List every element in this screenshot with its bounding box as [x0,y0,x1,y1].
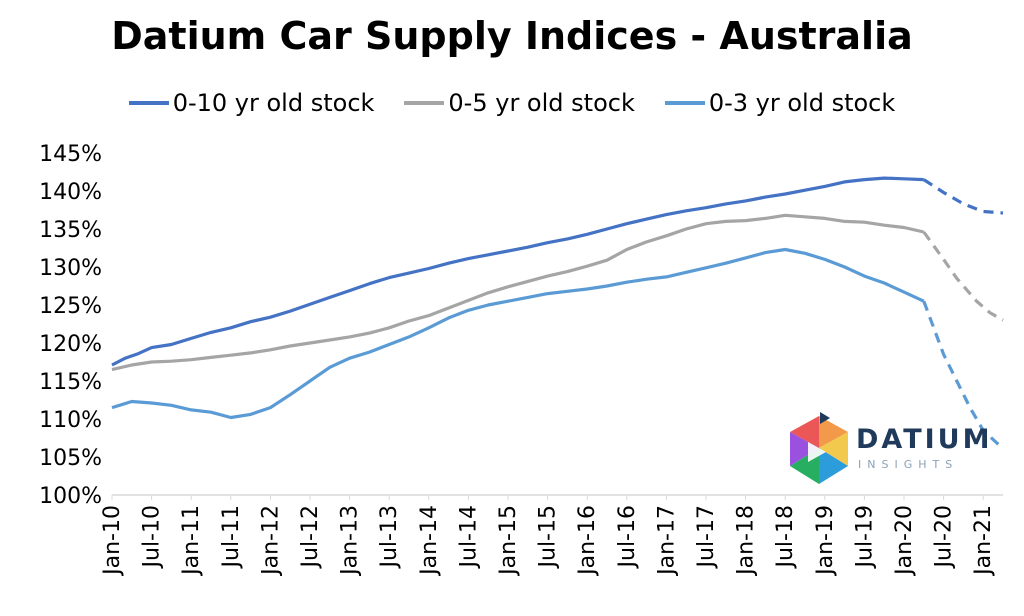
logo-wordmark: DATIUM [856,424,993,455]
series-forecast-line-0 [922,178,1004,215]
legend-label-0-3: 0-3 yr old stock [708,89,896,117]
x-tick-label: Jul-18 [773,505,798,569]
legend-swatch-0-3 [664,101,705,105]
x-tick-label: Jan-19 [813,505,838,577]
x-tick-label: Jul-20 [932,505,957,569]
x-tick-label: Jul-19 [852,505,877,569]
legend-item-0-5: 0-5 yr old stock [404,86,635,120]
series-forecast-line-1 [922,231,1004,322]
y-tick-label: 140% [39,180,102,205]
series-line-2 [111,247,925,420]
x-tick-label: Jan-18 [734,505,759,577]
x-tick-label: Jul-10 [140,505,165,569]
legend-swatch-0-5 [404,101,445,105]
x-tick-label: Jul-16 [615,505,640,569]
y-tick-label: 110% [39,408,102,433]
legend-label-0-10: 0-10 yr old stock [172,89,375,117]
y-tick-label: 145% [39,142,102,167]
x-tick-label: Jan-10 [100,505,125,577]
x-tick-label: Jan-13 [338,505,363,577]
x-tick-label: Jan-21 [971,505,996,577]
y-tick-label: 100% [39,484,102,509]
series-line-0 [111,176,924,367]
x-tick-label: Jan-14 [417,505,442,577]
legend-label-0-5: 0-5 yr old stock [448,89,635,117]
x-tick-label: Jan-11 [179,505,204,577]
y-tick-label: 105% [39,446,102,471]
legend-swatch-0-10 [128,101,169,105]
datium-logo-icon [790,412,848,484]
legend-item-0-3: 0-3 yr old stock [664,86,896,120]
y-tick-label: 125% [39,294,102,319]
x-tick-label: Jul-13 [377,505,402,569]
series-line-1 [111,213,925,372]
x-tick-label: Jul-14 [456,505,481,569]
x-tick-label: Jan-15 [496,505,521,577]
x-tick-label: Jul-11 [219,505,244,569]
legend: 0-10 yr old stock 0-5 yr old stock 0-3 y… [0,86,1024,120]
x-tick-label: Jul-12 [298,505,323,569]
y-tick-label: 130% [39,256,102,281]
y-tick-label: 135% [39,218,102,243]
logo-tagline: INSIGHTS [858,458,959,471]
chart-title: Datium Car Supply Indices - Australia [111,14,913,58]
datium-logo: DATIUM INSIGHTS [786,412,989,488]
x-tick-label: Jan-16 [575,505,600,577]
x-tick-label: Jan-20 [892,505,917,577]
x-tick-label: Jan-12 [258,505,283,577]
x-tick-label: Jan-17 [654,505,679,577]
y-tick-label: 115% [39,370,102,395]
x-tick-label: Jul-17 [694,505,719,569]
legend-item-0-10: 0-10 yr old stock [128,86,375,120]
y-tick-label: 120% [39,332,102,357]
x-tick-label: Jul-15 [536,505,561,569]
